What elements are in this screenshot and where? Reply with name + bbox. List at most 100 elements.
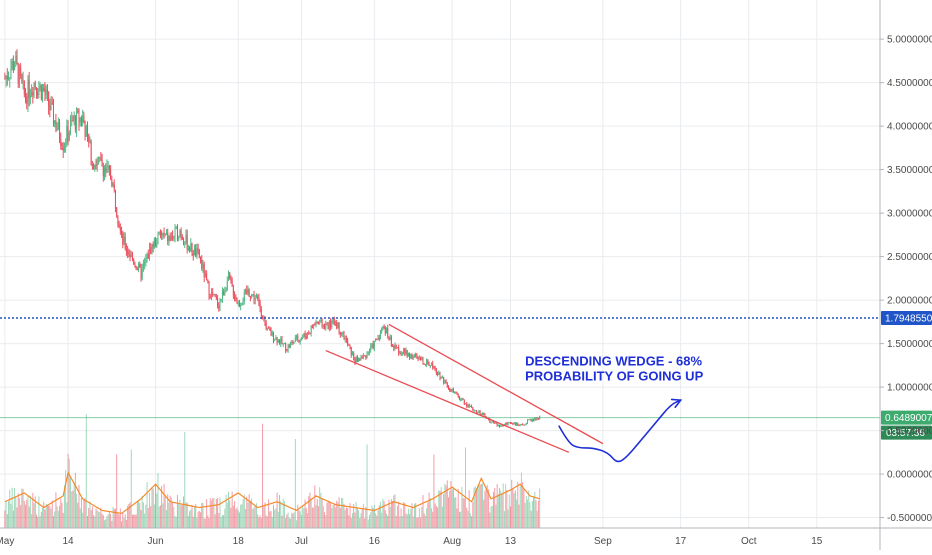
volume-bar [110, 514, 112, 528]
volume-bar [76, 493, 78, 528]
candle-body [151, 243, 153, 254]
candle-body [325, 324, 327, 329]
volume-bar [17, 493, 19, 528]
candle-body [254, 298, 256, 301]
candle-body [511, 422, 513, 424]
volume-bar [235, 509, 237, 528]
volume-bar [282, 498, 284, 528]
volume-bar [128, 503, 130, 528]
candle-body [304, 333, 306, 337]
volume-bar [458, 511, 460, 528]
candle-body [376, 339, 378, 341]
volume-bar [337, 502, 339, 528]
volume-bar [122, 512, 124, 528]
candle-body [300, 337, 302, 340]
candle-body [382, 326, 384, 329]
candle-body [317, 322, 319, 324]
candle-body [529, 419, 531, 421]
candle-body [55, 120, 57, 130]
volume-bar [523, 489, 525, 528]
candle-body [183, 238, 185, 244]
candle-body [365, 356, 367, 359]
candle-body [33, 82, 35, 96]
candle-body [100, 157, 102, 160]
y-tick-label: 3.0000000 [887, 209, 932, 220]
volume-bar [262, 423, 264, 528]
volume-bar [37, 516, 39, 528]
volume-bar [440, 487, 442, 528]
volume-bar [460, 511, 462, 528]
volume-bar [163, 484, 165, 528]
volume-bar [365, 507, 367, 528]
volume-bar [285, 518, 287, 528]
volume-bar [245, 508, 247, 528]
volume-bar [72, 490, 74, 528]
candle-body [474, 410, 476, 412]
volume-bar [489, 512, 491, 528]
volume-bar [328, 500, 330, 528]
countdown-label: 03:57:36 [886, 428, 925, 439]
volume-bar [195, 504, 197, 528]
candle-body [519, 424, 521, 426]
candle-body [537, 418, 539, 420]
volume-bar [484, 490, 486, 528]
volume-bar [15, 496, 17, 528]
candle-body [73, 116, 75, 121]
volume-bar [221, 515, 223, 528]
volume-bar [354, 512, 356, 528]
candle-body [16, 55, 18, 64]
candle-body [176, 226, 178, 240]
volume-bar [394, 494, 396, 528]
candle-body [533, 418, 535, 421]
candle-body [46, 89, 48, 92]
candle-body [289, 343, 291, 348]
candle-body [403, 348, 405, 354]
candle-body [420, 357, 422, 360]
wedge-upper-line [388, 323, 604, 445]
candle-body [430, 363, 432, 366]
volume-bar [451, 489, 453, 528]
volume-bar [343, 503, 345, 528]
volume-bar [272, 504, 274, 528]
candle-body [525, 423, 527, 425]
candle-body [339, 331, 341, 335]
candle-body [228, 272, 230, 281]
volume-bar [379, 501, 381, 528]
volume-bar [248, 494, 250, 528]
candle-body [193, 247, 195, 256]
candle-body [350, 347, 352, 356]
candle-body [181, 236, 183, 239]
volume-bar [367, 519, 369, 528]
volume-bar [505, 483, 507, 528]
volume-bar [112, 506, 114, 528]
candle-body [111, 179, 113, 186]
volume-bar [373, 504, 375, 528]
volume-bar [411, 503, 413, 528]
volume-bar [142, 502, 144, 528]
candle-body [268, 327, 270, 329]
volume-bar [220, 516, 222, 528]
candle-body [412, 356, 414, 359]
volume-bar [253, 507, 255, 528]
candle-body [491, 421, 493, 423]
candle-body [172, 235, 174, 239]
candle-body [69, 121, 71, 133]
candle-body [105, 168, 107, 172]
volume-bar [210, 500, 212, 528]
candle-body [219, 300, 221, 309]
candle-body [210, 292, 212, 298]
volume-bar [488, 489, 490, 528]
volume-bar [208, 517, 210, 528]
candle-body [463, 399, 465, 405]
volume-bar [422, 495, 424, 528]
candle-body [140, 266, 142, 279]
volume-bar [331, 508, 333, 528]
candle-body [450, 390, 452, 392]
candle-body [238, 303, 240, 307]
candle-body [473, 410, 475, 412]
candle-body [198, 249, 200, 258]
candle-body [107, 166, 109, 168]
candle-body [88, 134, 90, 143]
candle-body [200, 257, 202, 260]
